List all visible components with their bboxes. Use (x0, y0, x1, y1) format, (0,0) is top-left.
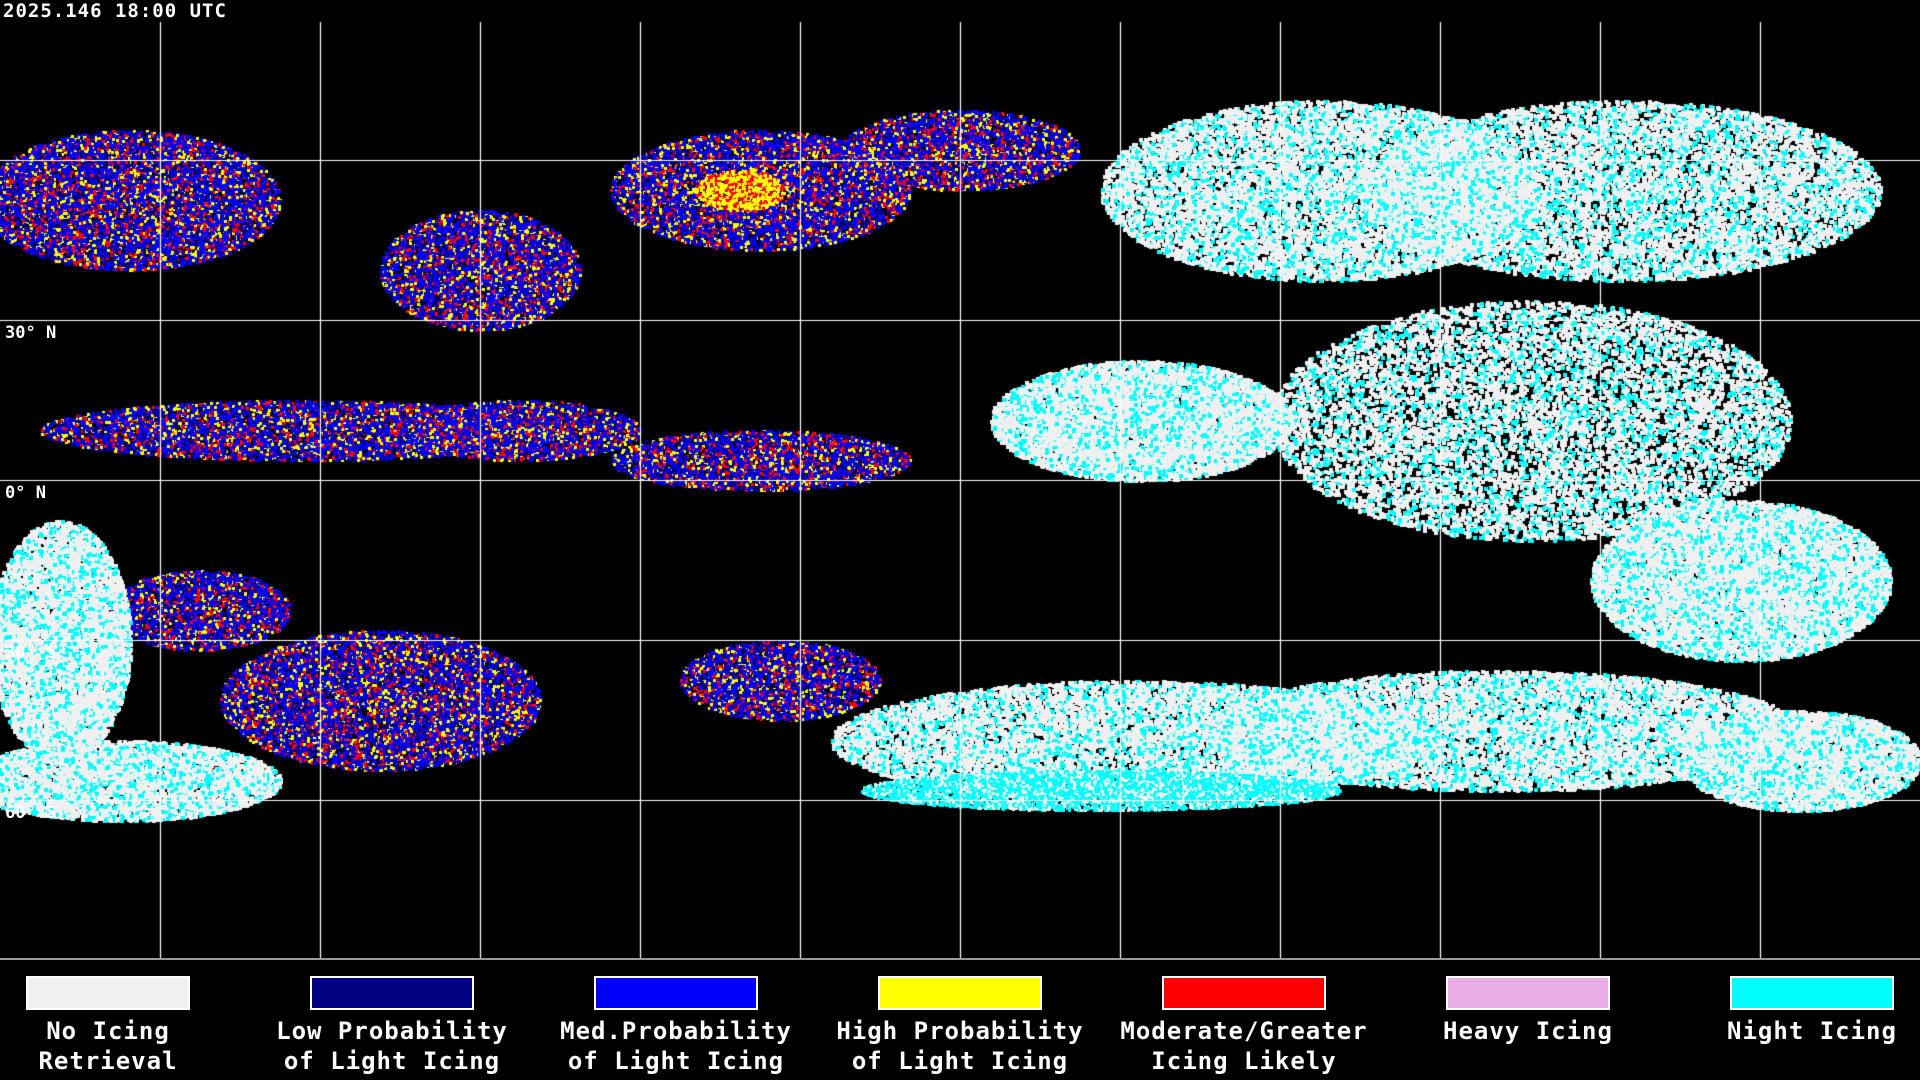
timestamp-label: 2025.146 18:00 UTC (3, 0, 227, 22)
icing-field-canvas (0, 0, 1920, 958)
lat-label-30n: 30° N (5, 323, 57, 343)
legend-swatch (1446, 976, 1610, 1010)
legend-item-moderate-greater: Moderate/Greater Icing Likely (1102, 976, 1386, 1076)
legend-item-heavy-icing: Heavy Icing (1386, 976, 1670, 1046)
legend-item-low-probability: Low Probability of Light Icing (250, 976, 534, 1076)
legend-swatch (1162, 976, 1326, 1010)
icing-map: 2025.146 18:00 UTC 30° N 0° N 30° S 60° … (0, 0, 1920, 960)
legend-swatch (878, 976, 1042, 1010)
legend-label: High Probability of Light Icing (836, 1017, 1084, 1075)
lat-label-0: 0° N (5, 483, 46, 503)
legend-item-high-probability: High Probability of Light Icing (818, 976, 1102, 1076)
legend-label: Night Icing (1727, 1017, 1897, 1045)
legend-swatch (26, 976, 190, 1010)
legend-swatch (310, 976, 474, 1010)
legend-label: No Icing Retrieval (38, 1017, 178, 1075)
legend-label: Moderate/Greater Icing Likely (1120, 1017, 1368, 1075)
legend: No Icing Retrieval Low Probability of Ligh… (0, 960, 1920, 1080)
legend-item-night-icing: Night Icing (1670, 976, 1920, 1046)
lat-label-60s: 60° S (5, 803, 57, 823)
legend-label: Med.Probability of Light Icing (560, 1017, 792, 1075)
legend-item-no-icing: No Icing Retrieval (0, 976, 250, 1076)
lat-label-30s: 30° S (5, 643, 57, 663)
legend-item-med-probability: Med.Probability of Light Icing (534, 976, 818, 1076)
legend-swatch (1730, 976, 1894, 1010)
legend-label: Heavy Icing (1443, 1017, 1613, 1045)
legend-label: Low Probability of Light Icing (276, 1017, 508, 1075)
legend-swatch (594, 976, 758, 1010)
